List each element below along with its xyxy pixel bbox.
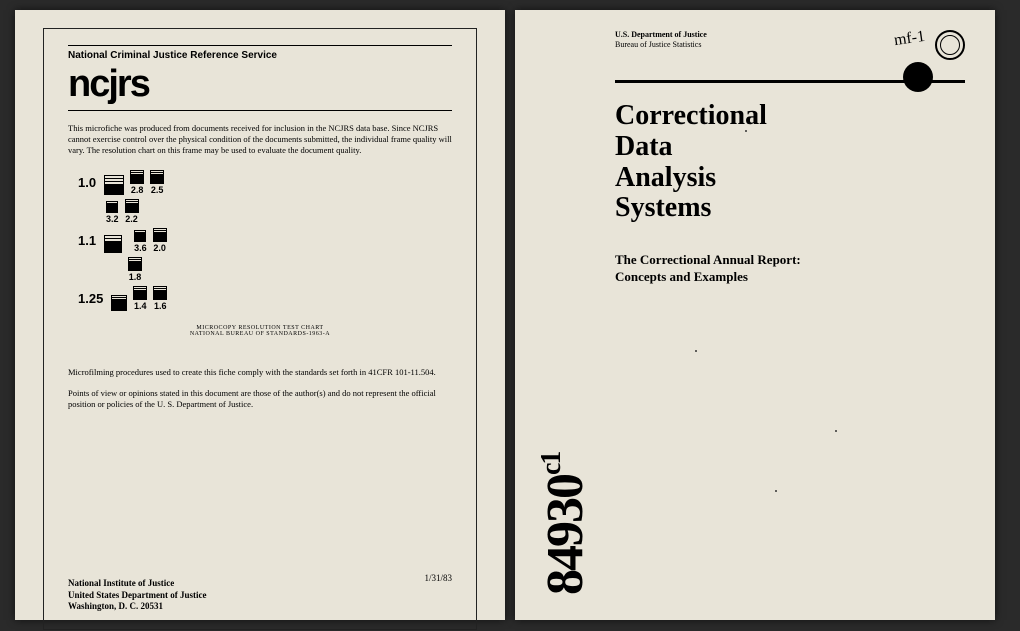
org-line: National Institute of Justice <box>68 578 452 590</box>
chart-big-label: 1.1 <box>78 233 96 248</box>
chart-caption: MICROCOPY RESOLUTION TEST CHART NATIONAL… <box>68 325 452 337</box>
right-page: U.S. Department of Justice Bureau of Jus… <box>515 10 995 620</box>
scan-speck <box>695 350 697 352</box>
chart-big-label: 1.25 <box>78 291 103 306</box>
compliance-text: Microfilming procedures used to create t… <box>68 367 452 378</box>
left-page: National Criminal Justice Reference Serv… <box>15 10 505 620</box>
date-stamp: 1/31/83 <box>424 573 452 583</box>
left-footer: 1/31/83 National Institute of Justice Un… <box>68 578 452 613</box>
dept-text: U.S. Department of Justice Bureau of Jus… <box>615 30 707 51</box>
scan-speck <box>835 430 837 432</box>
disclaimer-text: Points of view or opinions stated in thi… <box>68 388 452 410</box>
ncjrs-header: National Criminal Justice Reference Serv… <box>68 45 452 61</box>
binding-dot-icon <box>903 62 933 92</box>
scan-speck <box>775 490 777 492</box>
org-line: United States Department of Justice <box>68 590 452 602</box>
resolution-chart: 1.0 2.8 2.5 3.2 2.2 1.1 3.6 2.0 1.8 1.25 <box>68 170 452 311</box>
report-title: Correctional Data Analysis Systems <box>615 101 965 224</box>
report-subtitle: The Correctional Annual Report: Concepts… <box>615 252 965 286</box>
org-line: Washington, D. C. 20531 <box>68 601 452 613</box>
doj-seal-icon <box>935 30 965 60</box>
scan-speck <box>745 130 747 132</box>
document-number: 84930c1 <box>536 453 595 595</box>
left-frame: National Criminal Justice Reference Serv… <box>43 28 477 630</box>
ncjrs-logo: ncjrs <box>68 63 452 111</box>
chart-big-label: 1.0 <box>78 175 96 190</box>
intro-text: This microfiche was produced from docume… <box>68 123 452 156</box>
